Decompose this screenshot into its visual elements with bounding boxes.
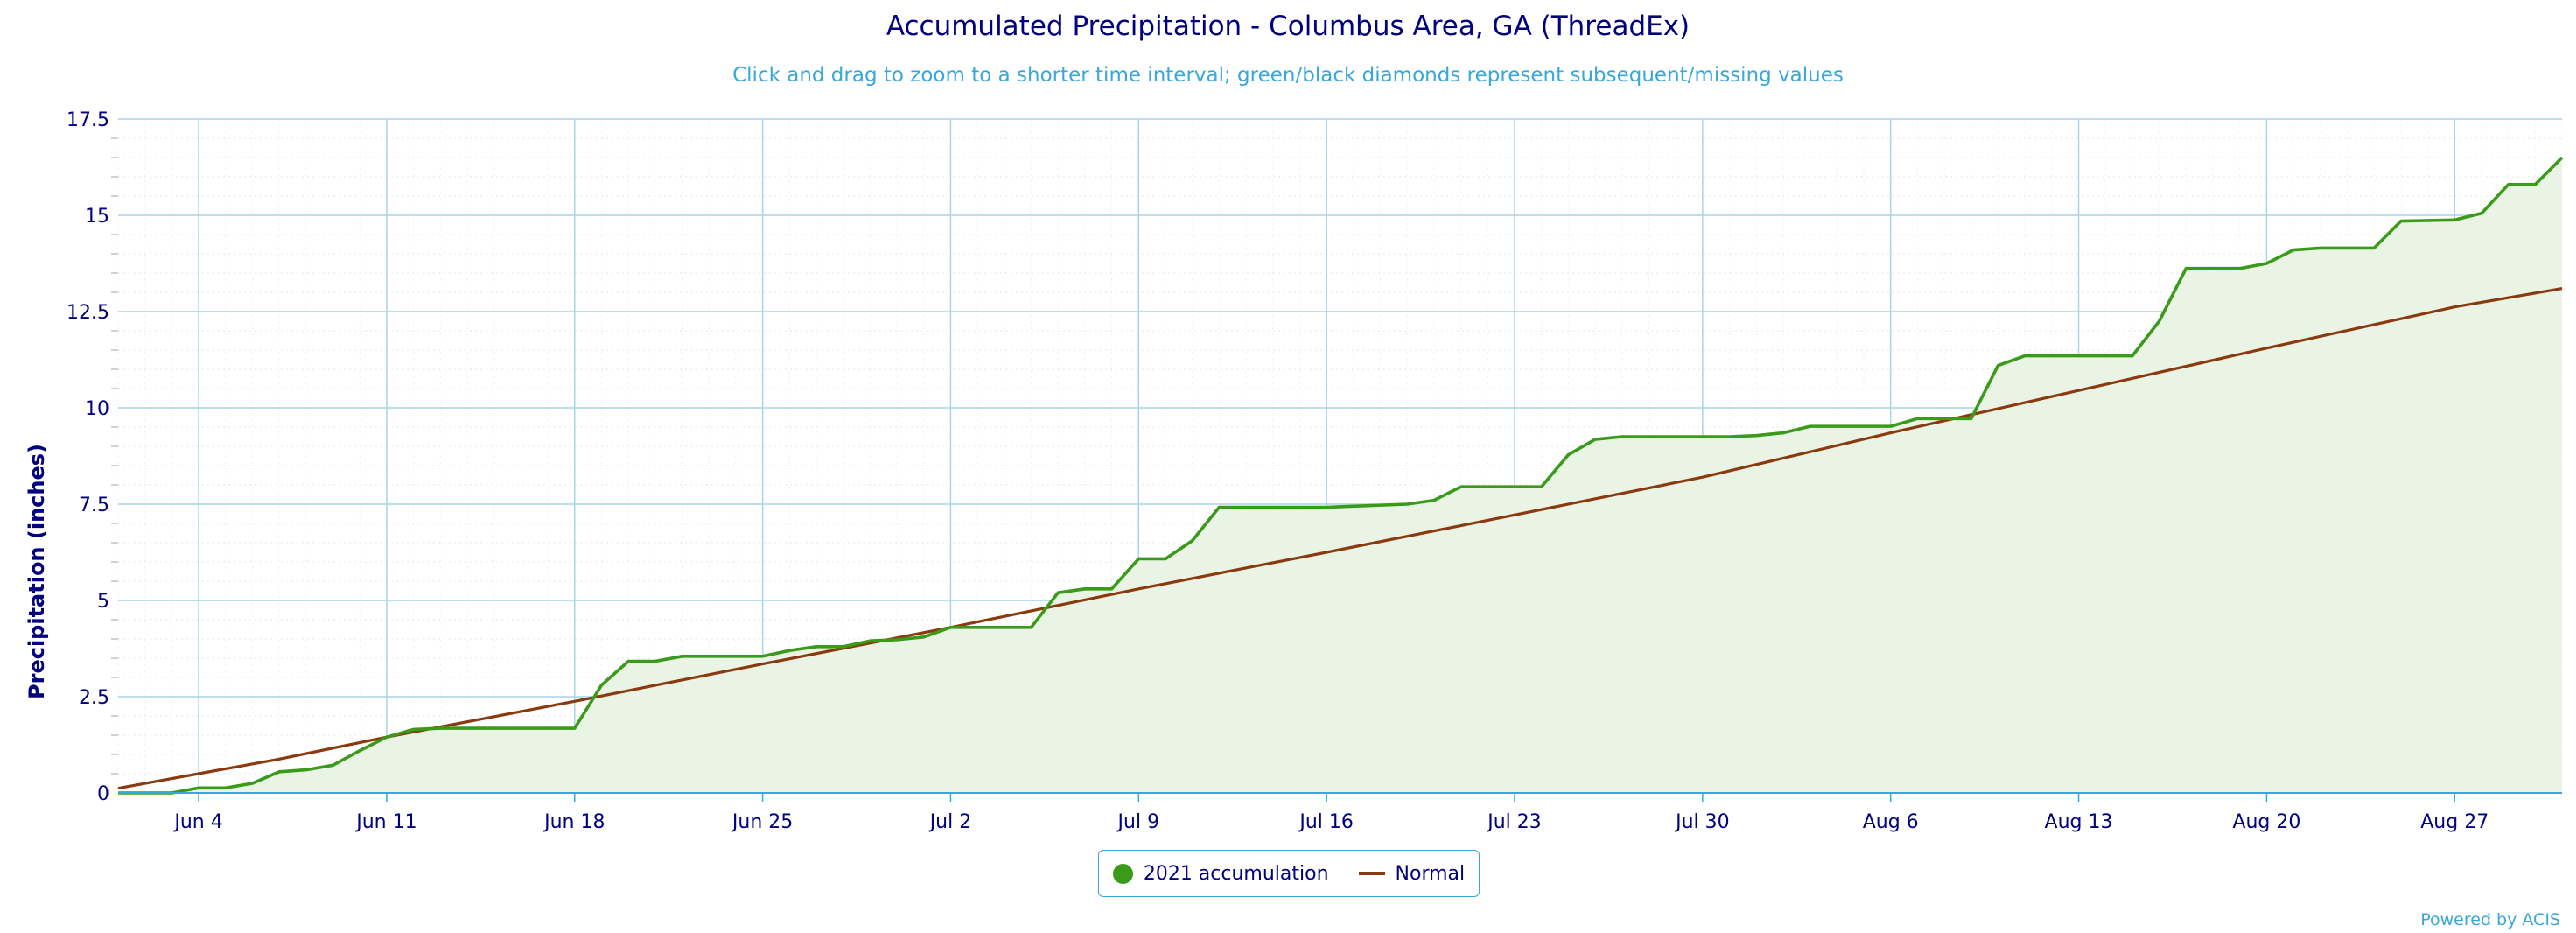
y-tick-label: 12.5 [66,302,109,324]
y-tick-label: 7.5 [79,495,109,516]
chart-legend: 2021 accumulation Normal [1098,850,1480,897]
x-tick-label: Aug 20 [2232,811,2300,833]
x-tick-label: Jun 25 [731,811,793,833]
x-tick-label: Jul 30 [1674,811,1730,833]
x-tick-label: Jul 9 [1116,811,1160,833]
chart-title: Accumulated Precipitation - Columbus Are… [886,11,1690,42]
normal-line [117,287,2563,790]
y-tick-label: 2.5 [79,687,109,709]
x-tick-label: Jun 4 [172,811,222,833]
x-tick-label: Aug 27 [2420,811,2488,833]
accumulation-line [118,156,2564,795]
y-tick-label: 10 [85,398,109,420]
y-axis-label: Precipitation (inches) [24,444,49,699]
accumulation-area [118,158,2562,793]
legend-item-normal[interactable]: Normal [1358,862,1466,885]
x-tick-label: Aug 13 [2045,811,2113,833]
y-tick-label: 17.5 [66,109,109,131]
x-tick-label: Jun 11 [354,811,416,833]
y-tick-label: 15 [85,206,109,228]
legend-item-accumulation[interactable]: 2021 accumulation [1112,862,1329,885]
axis-layer: 0 2.5 5 7.5 10 12.5 15 17.5 Jun 4 Jun 11 Jun 18 Jun… [66,109,2562,833]
y-tick-label: 5 [97,591,109,613]
x-tick-label: Jun 18 [542,811,605,833]
y-tick-label: 0 [97,783,109,805]
x-tick-label: Jul 2 [928,811,972,833]
legend-marker-normal [1358,872,1385,875]
legend-label-normal: Normal [1395,862,1466,885]
legend-marker-accumulation [1112,863,1133,884]
legend-label-accumulation: 2021 accumulation [1143,862,1329,885]
series-layer [117,156,2564,795]
x-tick-label: Jul 23 [1486,811,1542,833]
x-tick-label: Aug 6 [1863,811,1919,833]
chart-subtitle: Click and drag to zoom to a shorter time… [732,64,1844,87]
x-tick-label: Jul 16 [1298,811,1354,833]
powered-by-acis-link[interactable]: Powered by ACIS [2420,910,2560,929]
